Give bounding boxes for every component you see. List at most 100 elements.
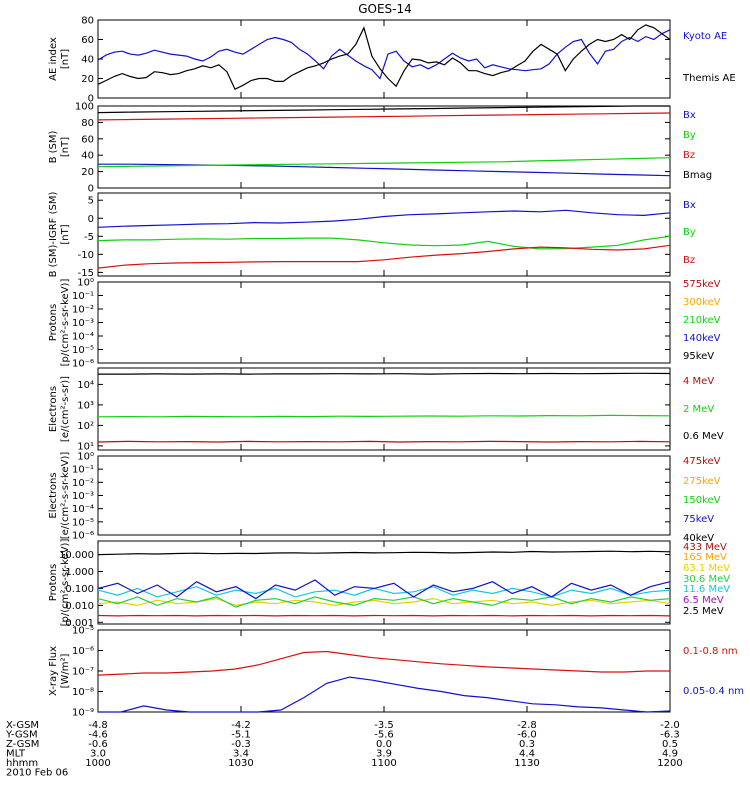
legend-entry: 95keV: [683, 351, 714, 362]
legend-entry: 210keV: [683, 315, 721, 326]
y-axis-label: Electrons: [48, 472, 59, 518]
series-line-2-5-mev: [98, 551, 670, 554]
legend-entry: 300keV: [683, 297, 721, 308]
y-tick-label: 10⁻⁴: [72, 504, 94, 515]
y-tick-label: -5: [84, 232, 94, 243]
y-tick-label: 100: [75, 102, 94, 113]
series-line-by: [98, 236, 670, 249]
y-tick-label: 0: [88, 184, 94, 195]
y-axis-label: X-ray Flux: [48, 646, 59, 696]
y-tick-label: -10: [78, 250, 94, 261]
series-line-themis-ae: [98, 25, 670, 89]
legend-entry: 75keV: [683, 514, 714, 525]
y-tick-label: 0: [88, 214, 94, 225]
legend-entry: 0.6 MeV: [683, 431, 724, 442]
panel-6: 10⁰10⁻¹10⁻²10⁻³10⁻⁴10⁻⁵10⁻⁶Electrons[e/(…: [48, 452, 721, 545]
series-line-bz: [98, 113, 670, 120]
y-tick-label: 20: [81, 74, 94, 85]
y-axis-label: AE index: [48, 37, 59, 81]
series-line-0-6-mev: [98, 373, 670, 374]
series-line-bz: [98, 245, 670, 268]
y-tick-label: 10³: [77, 400, 94, 411]
y-tick-label: 10⁻⁶: [72, 359, 94, 370]
y-tick-label: 10⁴: [77, 380, 94, 391]
y-axis-label: [nT]: [60, 137, 71, 157]
y-axis-label: [e/(cm²-s-sr)]: [60, 376, 71, 442]
y-tick-label: 40: [81, 151, 94, 162]
y-tick-label: 80: [81, 16, 94, 27]
y-tick-label: 10²: [77, 421, 94, 432]
y-tick-label: 10⁻²: [72, 478, 94, 489]
legend-entry: Bmag: [683, 170, 712, 181]
y-axis-label: Protons: [48, 304, 59, 341]
y-axis-label: [p/(cm²-s-sr-keV)]: [60, 539, 71, 627]
legend-entry: Bz: [683, 255, 695, 266]
legend-entry: Bx: [683, 200, 696, 211]
series-line-4-mev: [98, 441, 670, 442]
y-tick-label: 10⁻³: [72, 491, 94, 502]
series-line-2-mev: [98, 415, 670, 416]
legend-entry: 140keV: [683, 333, 721, 344]
y-tick-label: 20: [81, 167, 94, 178]
y-axis-label: B (SM)-IGRF (SM): [48, 192, 59, 278]
y-tick-label: 10⁻⁵: [72, 345, 94, 356]
panel-8: 10⁻⁵10⁻⁶10⁻⁷10⁻⁸10⁻⁹X-ray Flux[W/m²]0.1-…: [48, 626, 744, 719]
y-tick-label: 10⁻⁵: [72, 517, 94, 528]
legend-entry: By: [683, 130, 696, 141]
legend-entry: By: [683, 227, 696, 238]
y-axis-label: [p/(cm²-s-sr-keV)]: [60, 279, 71, 367]
series-line-0-1-0-8-nm: [98, 652, 670, 676]
legend-entry: Bx: [683, 110, 696, 121]
panel-frame: [98, 456, 670, 535]
panel-frame: [98, 193, 670, 276]
panel-4: 10⁰10⁻¹10⁻²10⁻³10⁻⁴10⁻⁵10⁻⁶Protons[p/(cm…: [48, 278, 721, 370]
legend-entry: 0.1-0.8 nm: [683, 646, 738, 657]
chart-title: GOES-14: [358, 2, 412, 16]
y-axis-label: B (SM): [48, 130, 59, 163]
panel-frame: [98, 282, 670, 363]
x-tick-label: 1100: [371, 758, 396, 769]
x-axis-row-label: 2010 Feb 06: [6, 768, 68, 779]
legend-entry: 575keV: [683, 279, 721, 290]
y-tick-label: 80: [81, 118, 94, 129]
legend-entry: Themis AE: [682, 73, 736, 84]
legend-entry: Bz: [683, 150, 695, 161]
legend-entry: Kyoto AE: [683, 31, 727, 42]
x-tick-label: 1130: [514, 758, 539, 769]
x-tick-label: 1200: [657, 758, 682, 769]
y-axis-label: Protons: [48, 564, 59, 601]
y-tick-label: 10⁰: [77, 278, 94, 289]
y-tick-label: 10⁻⁵: [72, 626, 94, 637]
legend-entry: 6.5 MeV: [683, 595, 724, 606]
y-tick-label: 60: [81, 35, 94, 46]
y-axis-label: Electrons: [48, 386, 59, 432]
legend-entry: 2.5 MeV: [683, 606, 724, 617]
y-tick-label: 10⁻⁶: [72, 531, 94, 542]
legend-entry: 11.6 MeV: [683, 584, 730, 595]
legend-entry: 475keV: [683, 456, 721, 467]
y-tick-label: 10⁻⁸: [72, 687, 94, 698]
y-axis-label: [nT]: [60, 49, 71, 69]
panel-frame: [98, 20, 670, 98]
panel-frame: [98, 368, 670, 450]
y-tick-label: 10⁻¹: [72, 465, 94, 476]
y-tick-label: 10⁻⁷: [72, 667, 94, 678]
y-tick-label: 40: [81, 55, 94, 66]
legend-entry: 165 MeV: [683, 552, 727, 563]
y-tick-label: 10⁻⁶: [72, 646, 94, 657]
y-tick-label: 10⁻³: [72, 318, 94, 329]
panel-7: 10.0001.0000.1000.0100.001Protons[p/(cm²…: [48, 539, 730, 629]
y-tick-label: 10⁻¹: [72, 291, 94, 302]
y-tick-label: 5: [88, 196, 94, 207]
series-line-blue: [98, 580, 670, 599]
y-axis-label: [e/(cm²-s-sr-keV)]: [60, 452, 71, 540]
legend-entry: 275keV: [683, 476, 721, 487]
y-axis-label: [W/m²]: [60, 653, 71, 688]
series-line-by: [98, 158, 670, 167]
